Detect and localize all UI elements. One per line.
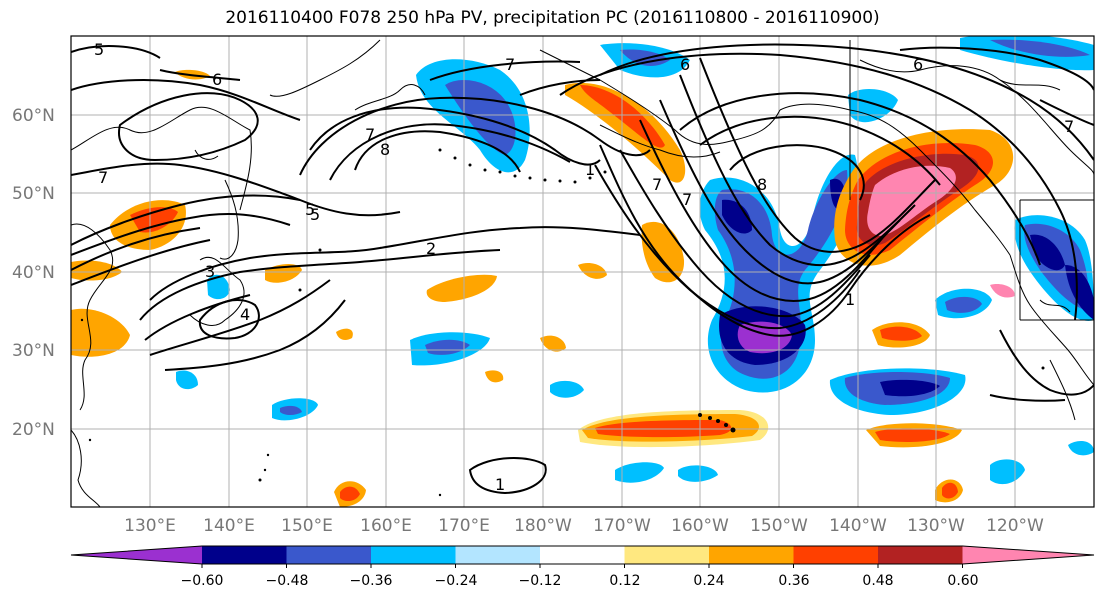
- colorbar-segment: [202, 546, 287, 564]
- plot-frame: [70, 35, 1095, 508]
- lon-label: 170°W: [593, 516, 651, 536]
- contour-label: 1: [845, 290, 855, 309]
- lon-label: 170°E: [438, 516, 490, 536]
- gridlines: [71, 36, 1094, 507]
- colorbar-tick-label: −0.48: [266, 573, 309, 589]
- contour-label: 5: [94, 40, 104, 59]
- colorbar-segment: [878, 546, 963, 564]
- contour-label: 8: [757, 175, 767, 194]
- colorbar-segment: [793, 546, 878, 564]
- lat-label-60n: 60°N: [12, 106, 55, 126]
- longitude-labels: 130°E 140°E 150°E 160°E 170°E 180°W 170°…: [124, 516, 1044, 536]
- colorbar-segment: [962, 546, 1094, 564]
- contour-label: 7: [682, 190, 692, 209]
- colorbar-tick-label: −0.36: [350, 573, 393, 589]
- contour-label: 7: [1064, 117, 1074, 136]
- colorbar-tick-labels: −0.60 −0.48 −0.36 −0.24 −0.12 0.12 0.24 …: [181, 573, 979, 589]
- lat-label-30n: 30°N: [12, 341, 55, 361]
- lon-label: 160°E: [360, 516, 412, 536]
- contour-label: 5: [305, 200, 315, 219]
- lon-label: 140°E: [203, 516, 255, 536]
- lon-label: 120°W: [986, 516, 1044, 536]
- contour-label: 2: [426, 239, 436, 258]
- colorbar-tick-label: 0.60: [947, 573, 978, 589]
- contour-label: 8: [380, 140, 390, 159]
- colorbar-tick-label: 0.36: [778, 573, 809, 589]
- contour-label: 3: [205, 262, 215, 281]
- lon-label: 150°W: [750, 516, 808, 536]
- contour-label: 5: [310, 205, 320, 224]
- islands: [80, 148, 1045, 497]
- map-title: 2016110400 F078 250 hPa PV, precipitatio…: [225, 8, 880, 28]
- contour-label: 4: [240, 305, 250, 324]
- latitude-labels: 60°N 50°N 40°N 30°N 20°N: [12, 106, 55, 440]
- lon-label: 180°W: [514, 516, 572, 536]
- colorbar-tick-label: 0.24: [693, 573, 724, 589]
- colorbar-segment: [709, 546, 794, 564]
- colorbar-tick-label: −0.12: [519, 573, 562, 589]
- colorbar-segment: [71, 546, 202, 564]
- lon-label: 130°W: [907, 516, 965, 536]
- lon-label: 130°E: [124, 516, 176, 536]
- contour-label: 7: [365, 125, 375, 144]
- lat-label-40n: 40°N: [12, 263, 55, 283]
- colorbar-tick-label: 0.48: [862, 573, 893, 589]
- contour-label: 7: [652, 175, 662, 194]
- contour-label: 7: [505, 55, 515, 74]
- colorbar: [70, 545, 1095, 568]
- colorbar-tick-label: 0.12: [609, 573, 640, 589]
- pv-contours: [71, 43, 1094, 495]
- coastlines: [71, 39, 1094, 507]
- lat-label-20n: 20°N: [12, 420, 55, 440]
- lon-label: 160°W: [671, 516, 729, 536]
- pv-contour-labels: 5 6 7 5 7 6 7 8 5 2 3 4 7 1 1 8 7 6 7 1: [94, 40, 1074, 494]
- lon-label: 150°E: [281, 516, 333, 536]
- contour-label: 7: [98, 168, 108, 187]
- contour-label: 6: [913, 55, 923, 74]
- contour-label: 6: [212, 70, 222, 89]
- lat-label-50n: 50°N: [12, 184, 55, 204]
- colorbar-tick-label: −0.60: [181, 573, 224, 589]
- colorbar-segment: [286, 546, 371, 564]
- colorbar-segment: [455, 546, 540, 564]
- lon-label: 140°W: [829, 516, 887, 536]
- contour-label: 1: [495, 475, 505, 494]
- contour-label: 1: [585, 160, 595, 179]
- colorbar-segment: [540, 546, 625, 564]
- contour-label: 6: [680, 55, 690, 74]
- colorbar-segment: [624, 546, 709, 564]
- colorbar-tick-label: −0.24: [435, 573, 478, 589]
- colorbar-segment: [371, 546, 456, 564]
